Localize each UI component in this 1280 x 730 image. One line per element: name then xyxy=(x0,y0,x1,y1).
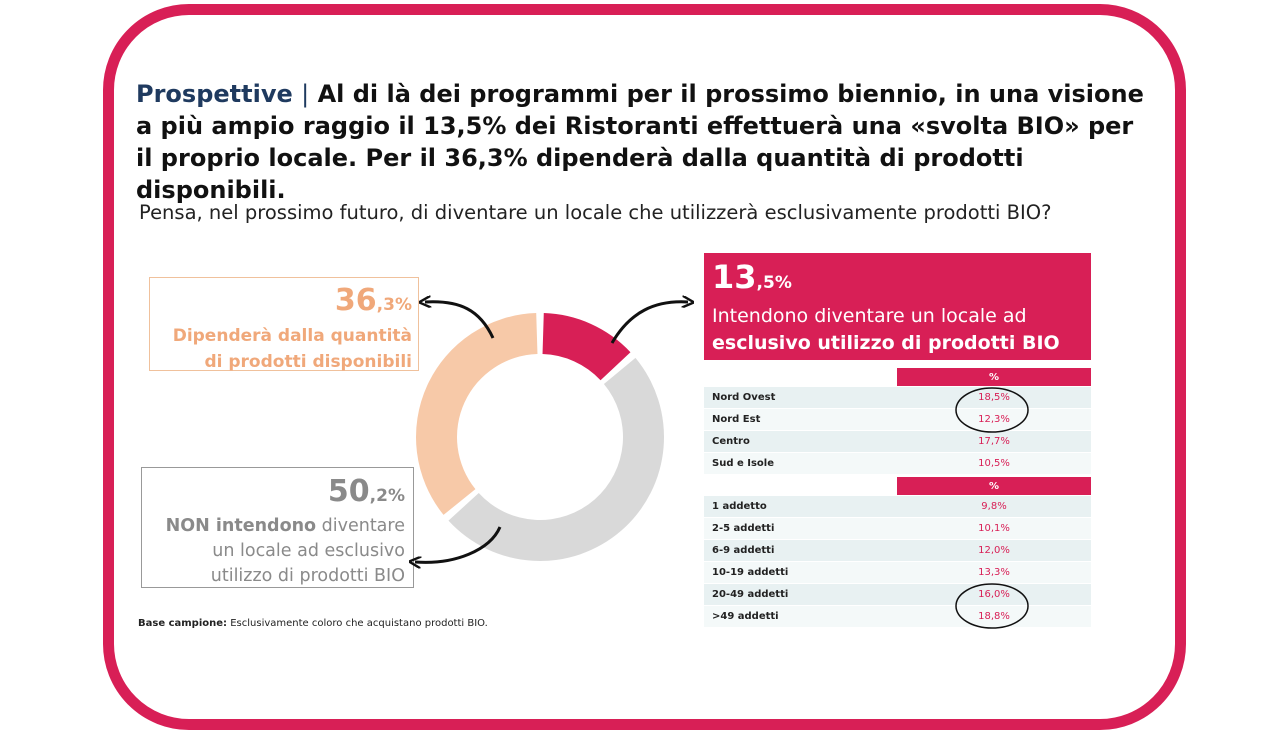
callout-not-pct-dec: ,2% xyxy=(369,486,405,506)
donut-slice-depends xyxy=(416,313,538,515)
callout-depends-line1: Dipenderà dalla quantità xyxy=(172,326,412,346)
callout-depends: 36,3% Dipenderà dalla quantità di prodot… xyxy=(149,277,419,372)
table-area: % Nord Ovest 18,5% Nord Est 12,3% Centro 17… xyxy=(704,368,1091,475)
callout-yes-pct-int: 13 xyxy=(712,258,757,296)
table-row: 6-9 addetti 12,0% xyxy=(704,539,1091,562)
callout-not-line3: utilizzo di prodotti BIO xyxy=(210,566,405,586)
slide-frame xyxy=(103,4,1186,730)
table-row: 2-5 addetti 10,1% xyxy=(704,517,1091,540)
headline: Prospettive | Al di là dei programmi per… xyxy=(136,78,1146,206)
row-label: Nord Est xyxy=(704,408,897,431)
table-row: Centro 17,7% xyxy=(704,430,1091,453)
row-label: 20-49 addetti xyxy=(704,583,897,606)
row-label: Nord Ovest xyxy=(704,386,897,409)
row-label: 2-5 addetti xyxy=(704,517,897,540)
row-label: Centro xyxy=(704,430,897,453)
table-row: Sud e Isole 10,5% xyxy=(704,452,1091,475)
row-value: 18,8% xyxy=(897,605,1091,628)
headline-text: Al di là dei programmi per il prossimo b… xyxy=(136,80,1144,204)
callout-not-rest1: diventare xyxy=(316,516,405,536)
table-size-header: % xyxy=(704,477,1091,496)
callout-yes: 13,5% Intendono diventare un locale ad e… xyxy=(704,253,1091,360)
row-value: 10,1% xyxy=(897,517,1091,540)
row-value: 18,5% xyxy=(897,386,1091,409)
callout-not-bold: NON intendono xyxy=(165,516,317,536)
callout-yes-line1: Intendono diventare un locale ad xyxy=(712,305,1027,327)
table-row: 20-49 addetti 16,0% xyxy=(704,583,1091,606)
row-value: 17,7% xyxy=(897,430,1091,453)
callout-yes-line2-bold: esclusivo utilizzo di prodotti BIO xyxy=(712,332,1060,354)
row-label: >49 addetti xyxy=(704,605,897,628)
row-label: 10-19 addetti xyxy=(704,561,897,584)
row-label: Sud e Isole xyxy=(704,452,897,475)
callout-yes-line2: esclusivo utilizzo di prodotti BIO xyxy=(712,330,1083,357)
table-size: % 1 addetto 9,8% 2-5 addetti 10,1% 6-9 add… xyxy=(704,477,1091,628)
callout-not-pct: 50,2% xyxy=(142,474,405,514)
donut-slice-not xyxy=(448,357,664,561)
row-value: 9,8% xyxy=(897,495,1091,518)
table-area-header-pct: % xyxy=(897,368,1091,387)
table-row: 1 addetto 9,8% xyxy=(704,495,1091,518)
row-value: 12,3% xyxy=(897,408,1091,431)
row-label: 1 addetto xyxy=(704,495,897,518)
callout-yes-pct-dec: ,5% xyxy=(756,273,792,293)
callout-not-pct-int: 50 xyxy=(327,474,370,509)
table-row: 10-19 addetti 13,3% xyxy=(704,561,1091,584)
row-value: 16,0% xyxy=(897,583,1091,606)
table-row: >49 addetti 18,8% xyxy=(704,605,1091,628)
headline-separator: | xyxy=(301,80,310,108)
donut-slice-yes xyxy=(542,313,631,381)
callout-not-line2: un locale ad esclusivo xyxy=(212,541,405,561)
row-value: 13,3% xyxy=(897,561,1091,584)
survey-question: Pensa, nel prossimo futuro, di diventare… xyxy=(139,201,1052,224)
base-label: Base campione: xyxy=(138,618,228,629)
row-value: 10,5% xyxy=(897,452,1091,475)
row-label: 6-9 addetti xyxy=(704,539,897,562)
table-row: Nord Est 12,3% xyxy=(704,408,1091,431)
base-text: Esclusivamente coloro che acquistano pro… xyxy=(227,618,488,629)
callout-not: 50,2% NON intendono diventare un locale … xyxy=(141,467,414,588)
callout-depends-pct-int: 36 xyxy=(334,283,377,318)
table-area-header: % xyxy=(704,368,1091,387)
headline-keyword: Prospettive xyxy=(136,80,293,108)
callout-yes-pct: 13,5% xyxy=(712,257,1083,303)
table-row: Nord Ovest 18,5% xyxy=(704,386,1091,409)
callout-depends-pct-dec: ,3% xyxy=(376,295,412,315)
callout-depends-line2: di prodotti disponibili xyxy=(204,352,412,372)
table-size-header-pct: % xyxy=(897,477,1091,496)
sample-base-note: Base campione: Esclusivamente coloro che… xyxy=(138,618,488,629)
callout-depends-pct: 36,3% xyxy=(150,283,412,323)
row-value: 12,0% xyxy=(897,539,1091,562)
callout-not-line1: NON intendono diventare xyxy=(142,514,405,539)
